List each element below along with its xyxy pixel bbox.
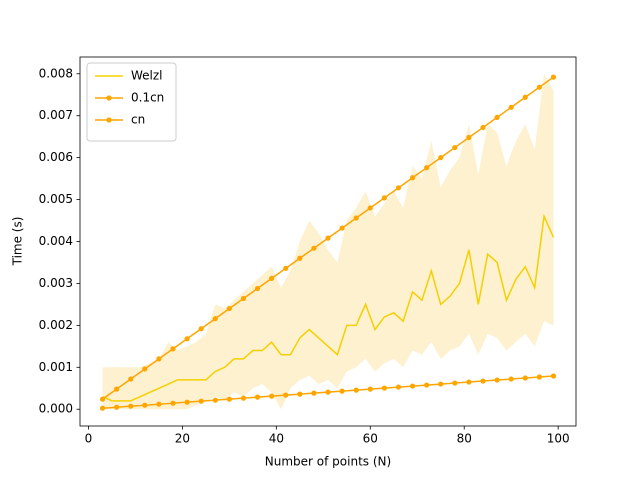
point	[156, 356, 162, 362]
point	[254, 394, 261, 400]
point	[367, 386, 373, 392]
y-tick-label: 0.006	[39, 150, 73, 164]
legend-marker	[106, 95, 112, 101]
x-tick-label: 100	[547, 432, 570, 446]
series-line	[102, 213, 555, 402]
band	[102, 73, 554, 410]
point	[311, 390, 317, 396]
point	[438, 155, 444, 161]
point	[198, 398, 204, 404]
point	[325, 389, 331, 395]
point	[508, 104, 514, 110]
point	[452, 380, 458, 386]
point	[99, 405, 106, 411]
point	[198, 326, 204, 332]
y-tick-label: 0.001	[39, 360, 73, 374]
legend-label: Welzl	[131, 69, 163, 83]
point	[536, 84, 542, 90]
point	[269, 393, 275, 399]
point	[297, 391, 303, 397]
point	[128, 376, 134, 382]
point	[311, 245, 317, 251]
point	[283, 392, 289, 398]
point	[212, 397, 218, 403]
point	[480, 378, 486, 384]
point	[240, 395, 247, 401]
x-tick-label: 80	[457, 432, 472, 446]
point	[170, 346, 176, 352]
point	[325, 235, 331, 241]
point	[424, 382, 430, 388]
point	[550, 373, 557, 379]
point	[339, 388, 345, 394]
point	[536, 374, 542, 380]
point	[128, 403, 134, 409]
point	[409, 175, 416, 181]
point	[99, 396, 106, 402]
point	[409, 383, 416, 389]
legend-label: 0.1cn	[131, 91, 164, 105]
legend: Welzl 0.1cn cn	[86, 62, 177, 142]
y-tick-label: 0.003	[39, 276, 73, 290]
point	[353, 387, 359, 393]
point	[381, 195, 387, 201]
y-tick-label: 0.002	[39, 318, 73, 332]
point	[184, 336, 190, 342]
point	[438, 381, 444, 387]
point	[297, 255, 303, 261]
point	[494, 377, 500, 383]
point	[114, 404, 120, 410]
point	[466, 134, 472, 141]
legend-label: cn	[131, 113, 145, 127]
point	[367, 205, 373, 211]
point	[114, 386, 120, 392]
x-tick-label: 0	[85, 432, 93, 446]
x-axis-label: Number of points (N)	[265, 455, 391, 469]
point	[395, 384, 402, 390]
point	[339, 225, 345, 231]
x-tick-label: 20	[175, 432, 190, 446]
point	[142, 402, 148, 408]
point	[212, 316, 218, 322]
point	[381, 385, 387, 391]
y-tick-label: 0.004	[39, 234, 73, 248]
point	[142, 366, 148, 372]
point	[508, 376, 514, 382]
legend-marker	[106, 117, 112, 123]
y-tick-label: 0.007	[39, 108, 73, 122]
point	[522, 375, 528, 381]
point	[226, 305, 232, 312]
point	[184, 399, 190, 405]
x-tick-label: 60	[363, 432, 378, 446]
point	[550, 74, 557, 80]
point	[494, 114, 500, 120]
y-tick-label: 0.005	[39, 192, 73, 206]
point	[353, 215, 359, 221]
point	[424, 165, 430, 171]
point	[395, 185, 402, 191]
point	[240, 295, 247, 302]
y-axis-label: Time (s)	[11, 217, 25, 267]
point	[283, 265, 289, 271]
point	[452, 144, 458, 151]
point	[480, 124, 486, 131]
point	[466, 379, 472, 385]
point	[269, 275, 275, 281]
point	[254, 285, 261, 292]
point	[522, 94, 528, 100]
point	[170, 400, 176, 406]
x-tick-label: 40	[269, 432, 284, 446]
point	[156, 401, 162, 407]
point	[226, 396, 232, 402]
y-tick-label: 0.000	[39, 402, 73, 416]
y-tick-label: 0.008	[39, 66, 73, 80]
